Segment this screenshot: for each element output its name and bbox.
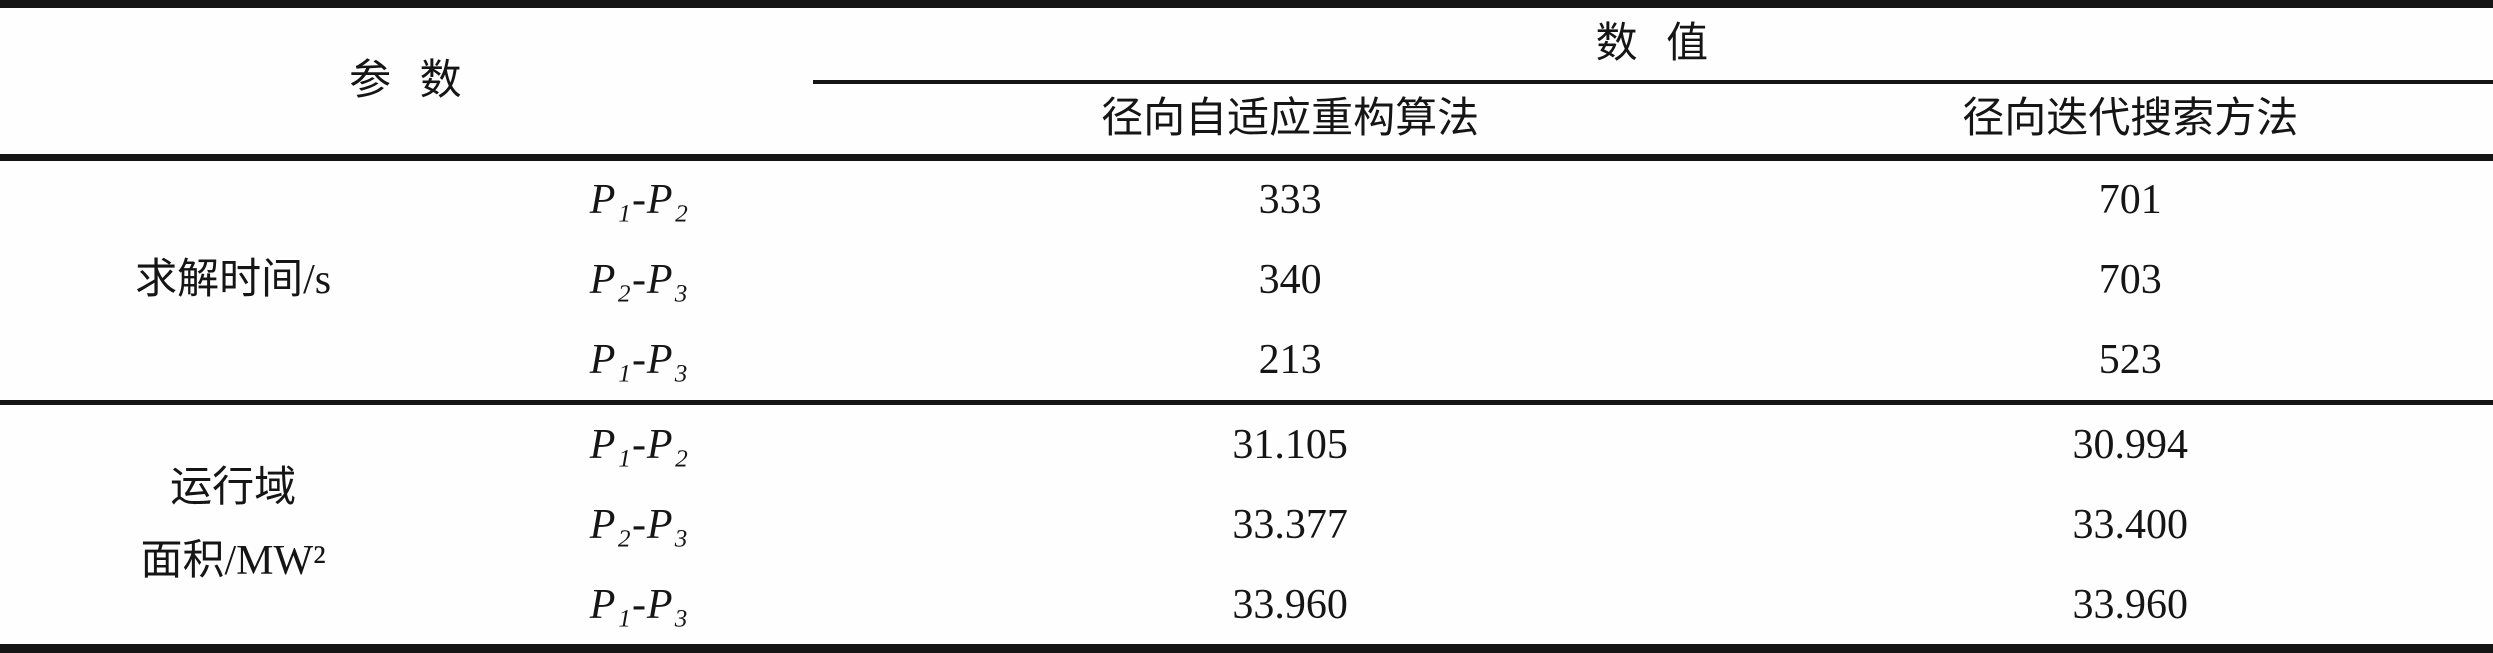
value-solve-time-p1p2-alg2: 701 — [2098, 176, 2162, 223]
group-label-line: 运行域 — [170, 465, 297, 512]
group-label-line: 求解时间/s — [135, 257, 332, 304]
value-area-p1p2-alg1: 31.105 — [1232, 421, 1348, 468]
value-solve-time-p2p3-alg2: 703 — [2098, 256, 2162, 303]
section-solve-time: 求解时间/s P₁-P₂ 333 701 P₂-P₃ 340 703 P₁-P₃… — [0, 157, 2493, 403]
header-row-methods: 径向自适应重构算法 径向迭代搜索方法 — [0, 82, 2493, 157]
table-row: P₁-P₃ 213 523 — [0, 321, 2493, 403]
section-operating-region-area: 运行域 面积/MW² P₁-P₂ 31.105 30.994 P₂-P₃ 33.… — [0, 403, 2493, 649]
pair-label: P₂-P₃ — [589, 502, 690, 549]
group-label-operating-region-area: 运行域 面积/MW² — [0, 403, 466, 649]
pair-label: P₁-P₂ — [589, 421, 690, 468]
table-row: P₂-P₃ 340 703 — [0, 239, 2493, 321]
value-solve-time-p1p3-alg2: 523 — [2098, 337, 2162, 384]
table-row: P₁-P₃ 33.960 33.960 — [0, 567, 2493, 649]
group-label-solve-time: 求解时间/s — [0, 157, 466, 403]
param-header-cell: 参 数 — [349, 57, 464, 104]
value-solve-time-p2p3-alg1: 340 — [1258, 256, 1322, 303]
value-area-p2p3-alg1: 33.377 — [1232, 502, 1348, 549]
table-header: 参 数 数 值 径向自适应重构算法 径向迭代搜索方法 — [0, 4, 2493, 157]
table-row: 运行域 面积/MW² P₁-P₂ 31.105 30.994 — [0, 403, 2493, 584]
table-row: 求解时间/s P₁-P₂ 333 701 — [0, 157, 2493, 304]
pair-label: P₂-P₃ — [589, 256, 690, 303]
value-area-p2p3-alg2: 33.400 — [2072, 502, 2189, 549]
value-area-p1p2-alg2: 30.994 — [2072, 421, 2189, 468]
value-area-p1p3-alg1: 33.960 — [1232, 582, 1348, 629]
value-solve-time-p1p2-alg1: 333 — [1258, 176, 1322, 223]
pair-label: P₁-P₃ — [589, 337, 690, 384]
value-area-p1p3-alg2: 33.960 — [2072, 582, 2189, 629]
value-header-cell: 数 值 — [812, 4, 2493, 84]
table-row: P₂-P₃ 33.377 33.400 — [0, 485, 2493, 567]
header-row-top: 参 数 数 值 — [0, 4, 2493, 104]
pair-label: P₁-P₂ — [589, 176, 690, 223]
pair-label: P₁-P₃ — [589, 582, 690, 629]
method-header-iterative-search: 径向迭代搜索方法 — [1962, 95, 2299, 142]
group-label-line: 面积/MW² — [140, 537, 326, 584]
method-header-adaptive-reconstruction: 径向自适应重构算法 — [1101, 95, 1480, 142]
value-solve-time-p1p3-alg1: 213 — [1258, 337, 1322, 384]
